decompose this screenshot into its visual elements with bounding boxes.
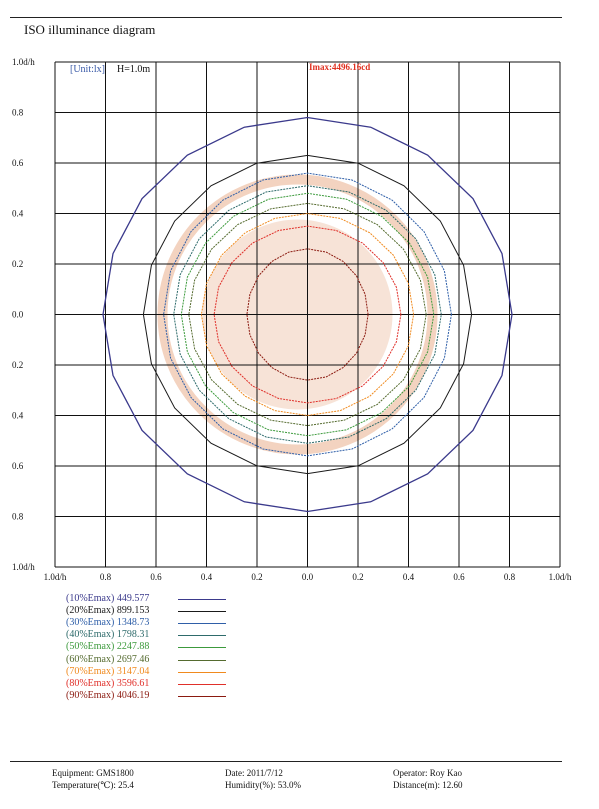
chart-grid	[54, 61, 561, 568]
x-tick-label: 0.6	[150, 572, 162, 582]
y-tick-label: 0.8	[12, 512, 24, 522]
tick-labels: 1.0d/h 0.8 0.6 0.4 0.2 0.0 0.2 0.4 0.6 0.8 1.0d/h 1…	[12, 57, 572, 582]
y-tick-label: 1.0d/h	[12, 562, 35, 572]
legend-label: (20%Emax) 899.153	[66, 605, 150, 617]
legend-entry: (40%Emax) 1798.31	[66, 629, 149, 641]
legend-swatch	[178, 671, 226, 673]
legend-swatch	[178, 623, 226, 625]
y-tick-label: 0.4	[12, 209, 24, 219]
x-tick-label: 1.0d/h	[44, 572, 67, 582]
contour-20pct	[142, 154, 473, 475]
y-tick-label: 1.0d/h	[12, 57, 35, 67]
legend-swatch	[178, 611, 226, 613]
x-tick-label: 0.8	[100, 572, 112, 582]
y-tick-label: 0.2	[12, 360, 23, 370]
contour-90pct	[246, 248, 369, 381]
contour-30pct	[163, 172, 452, 457]
chart-title: ISO illuminance diagram	[24, 22, 156, 37]
contour-80pct	[213, 225, 402, 404]
y-tick-label: 0.2	[12, 259, 23, 269]
equipment-text: Equipment: GMS1800	[52, 768, 134, 778]
legend-entry: (60%Emax) 2697.46	[66, 654, 149, 666]
legend-entry: (70%Emax) 3147.04	[66, 666, 149, 678]
contour-40pct	[173, 185, 442, 444]
legend-entry: (80%Emax) 3596.61	[66, 678, 149, 690]
legend-swatch	[178, 695, 226, 697]
y-tick-label: 0.6	[12, 158, 24, 168]
imax-label: Imax:4496.16cd	[309, 62, 370, 72]
date-text: Date: 2011/7/12	[225, 768, 283, 778]
legend-label: (40%Emax) 1798.31	[66, 629, 150, 641]
x-tick-label: 0.0	[302, 572, 314, 582]
y-tick-label: 0.6	[12, 461, 24, 471]
legend-label: (30%Emax) 1348.73	[66, 617, 150, 629]
x-tick-label: 0.4	[403, 572, 415, 582]
contour-lines	[102, 116, 513, 513]
top-rule	[10, 17, 562, 18]
x-tick-label: 0.8	[504, 572, 516, 582]
operator-text: Operator: Roy Kao	[393, 768, 462, 778]
height-label: H=1.0m	[117, 64, 150, 75]
legend-swatch	[178, 599, 226, 600]
legend-label: (50%Emax) 2247.88	[66, 641, 150, 653]
contour-50pct	[180, 192, 435, 437]
legend-label: (10%Emax) 449.577	[66, 593, 150, 604]
y-tick-label: 0.0	[12, 310, 24, 320]
legend-label: (70%Emax) 3147.04	[66, 665, 150, 677]
unit-label: [Unit:lx]	[70, 64, 105, 75]
x-tick-label: 0.2	[251, 572, 262, 582]
legend-swatch	[178, 659, 226, 661]
distance-text: Distance(m): 12.60	[393, 780, 463, 790]
legend-swatch	[178, 683, 226, 685]
contour-10pct	[102, 116, 513, 513]
iso-chart: 1.0d/h 0.8 0.6 0.4 0.2 0.0 0.2 0.4 0.6 0.8 1.0d/h 1…	[12, 57, 572, 582]
legend-label: (90%Emax) 4046.19	[66, 689, 150, 701]
y-tick-label: 0.8	[12, 108, 24, 118]
x-tick-label: 1.0d/h	[549, 572, 572, 582]
contour-60pct	[188, 202, 427, 427]
y-tick-label: 0.4	[12, 411, 24, 421]
legend-swatch	[178, 635, 226, 637]
x-tick-label: 0.4	[201, 572, 213, 582]
x-tick-label: 0.2	[352, 572, 363, 582]
legend-swatch	[178, 647, 226, 649]
legend-entry: (90%Emax) 4046.19	[66, 690, 149, 702]
footer-rule	[10, 761, 562, 762]
legend-entry: (10%Emax) 449.577	[66, 593, 149, 605]
x-tick-label: 0.6	[453, 572, 465, 582]
humidity-text: Humidity(%): 53.0%	[225, 780, 301, 790]
legend-label: (60%Emax) 2697.46	[66, 653, 150, 665]
contour-70pct	[200, 212, 415, 417]
legend-entry: (50%Emax) 2247.88	[66, 641, 149, 653]
legend-entry: (20%Emax) 899.153	[66, 605, 149, 617]
legend-label: (80%Emax) 3596.61	[66, 677, 150, 689]
temperature-text: Temperature(℃): 25.4	[52, 780, 134, 790]
legend-entry: (30%Emax) 1348.73	[66, 617, 149, 629]
